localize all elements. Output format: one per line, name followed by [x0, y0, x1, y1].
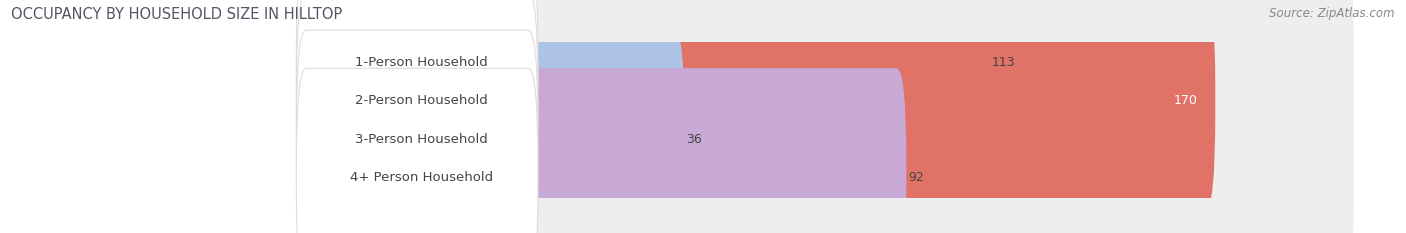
FancyBboxPatch shape: [522, 30, 1354, 233]
FancyBboxPatch shape: [297, 0, 538, 172]
FancyBboxPatch shape: [297, 0, 538, 210]
FancyBboxPatch shape: [522, 0, 1215, 210]
FancyBboxPatch shape: [522, 68, 1354, 233]
Text: OCCUPANCY BY HOUSEHOLD SIZE IN HILLTOP: OCCUPANCY BY HOUSEHOLD SIZE IN HILLTOP: [11, 7, 343, 22]
Text: 92: 92: [908, 171, 924, 184]
Text: 170: 170: [1174, 94, 1198, 107]
FancyBboxPatch shape: [522, 30, 685, 233]
Text: 4+ Person Household: 4+ Person Household: [350, 171, 492, 184]
FancyBboxPatch shape: [522, 0, 990, 172]
FancyBboxPatch shape: [522, 68, 907, 233]
FancyBboxPatch shape: [522, 0, 1354, 172]
Text: 113: 113: [991, 56, 1015, 69]
Text: 2-Person Household: 2-Person Household: [354, 94, 488, 107]
Text: 36: 36: [686, 133, 702, 146]
Text: 3-Person Household: 3-Person Household: [354, 133, 488, 146]
Text: 1-Person Household: 1-Person Household: [354, 56, 488, 69]
FancyBboxPatch shape: [297, 30, 538, 233]
Text: Source: ZipAtlas.com: Source: ZipAtlas.com: [1270, 7, 1395, 20]
FancyBboxPatch shape: [297, 68, 538, 233]
FancyBboxPatch shape: [522, 0, 1354, 210]
